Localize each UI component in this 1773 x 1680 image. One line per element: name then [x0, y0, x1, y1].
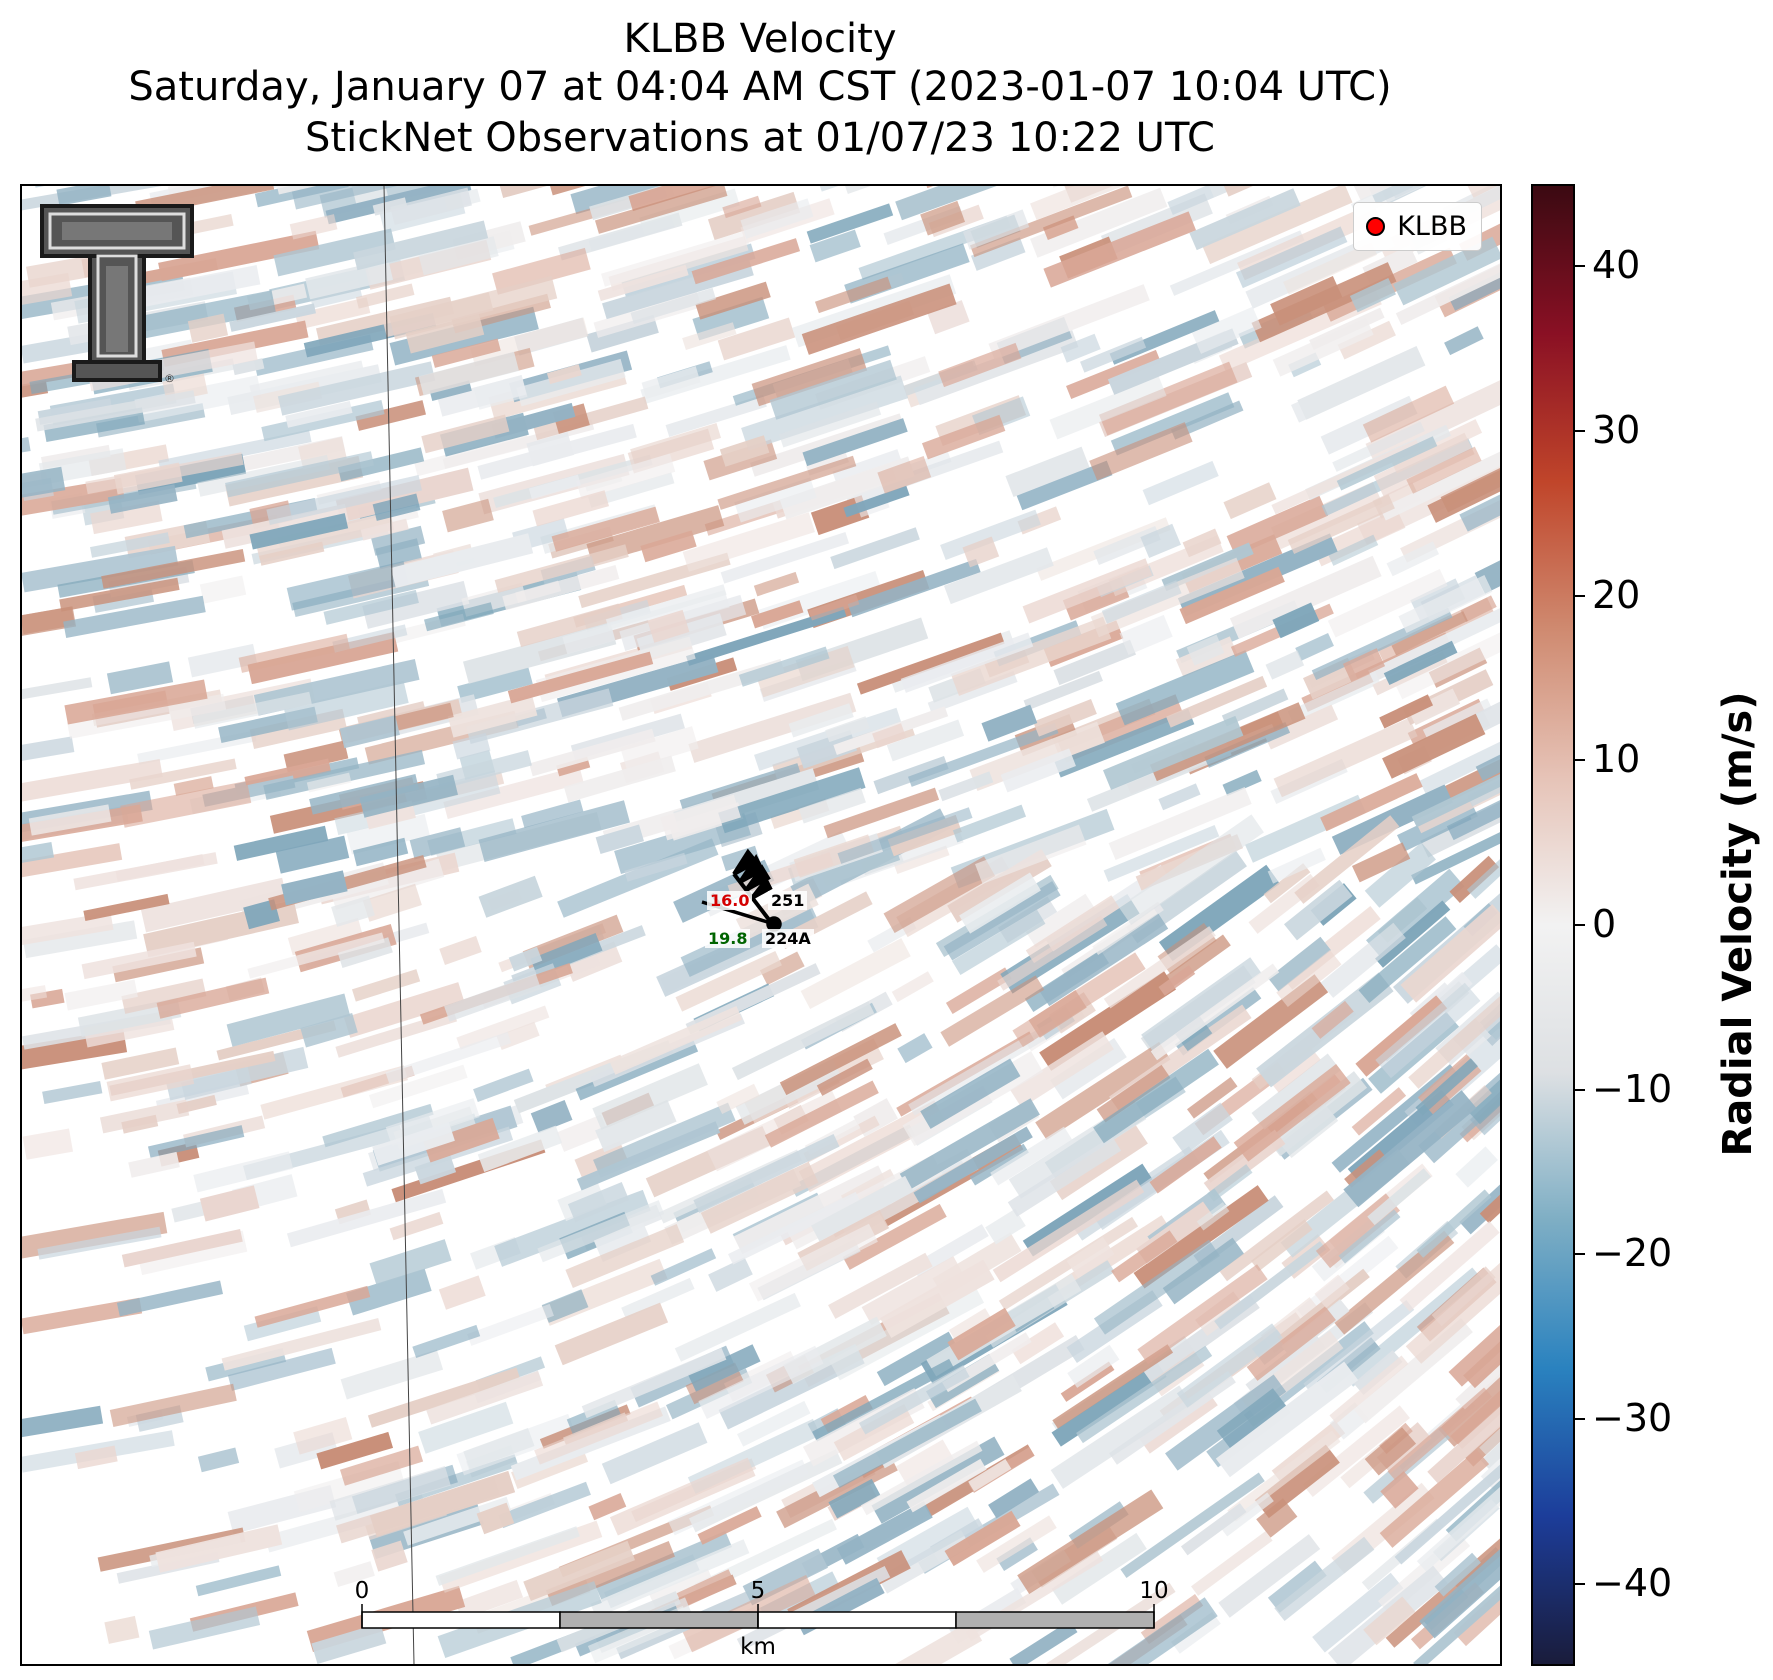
title-line-3: StickNet Observations at 01/07/23 10:22 … — [305, 115, 1215, 161]
colorbar-tick — [1575, 265, 1585, 268]
wind-barb-251 — [732, 848, 773, 923]
station-value-251: 16.0 — [707, 891, 753, 910]
colorbar-tick-label: 10 — [1592, 737, 1641, 782]
colorbar-tick — [1575, 1582, 1585, 1585]
station-id-251: 251 — [768, 891, 808, 910]
county-boundary-line — [383, 186, 415, 1664]
colorbar-tick — [1575, 1253, 1585, 1256]
colorbar-tick-label: −10 — [1592, 1066, 1673, 1111]
colorbar — [1531, 184, 1575, 1666]
klbb-marker-icon — [1366, 217, 1386, 236]
colorbar-tick — [1575, 1418, 1585, 1420]
colorbar-tick-label: −20 — [1592, 1231, 1673, 1276]
title-line-1: KLBB Velocity — [623, 16, 897, 62]
scale-tick-10: 10 — [1139, 1578, 1168, 1604]
map-legend: KLBB — [1353, 202, 1482, 251]
registered-mark: ® — [164, 372, 175, 385]
colorbar-tick — [1575, 594, 1585, 597]
colorbar-tick-label: 30 — [1592, 408, 1641, 452]
colorbar-tick-label: 0 — [1592, 902, 1617, 946]
colorbar-title: Radial Velocity (m/s) — [1715, 691, 1761, 1157]
scale-unit: km — [740, 1634, 776, 1660]
colorbar-tick-label: −30 — [1592, 1396, 1673, 1440]
title-line-2: Saturday, January 07 at 04:04 AM CST (20… — [128, 64, 1392, 110]
colorbar-tick — [1575, 759, 1585, 762]
radar-map[interactable]: ® 0 5 10 km 16. — [20, 184, 1502, 1666]
station-value-224A: 19.8 — [705, 929, 751, 948]
scale-bar: 0 5 10 km — [355, 1578, 1169, 1660]
colorbar-tick — [1575, 430, 1585, 432]
colorbar-tick-label: 40 — [1592, 243, 1641, 288]
colorbar-tick — [1575, 924, 1585, 926]
radar-bins — [22, 186, 1500, 1664]
station-id-224A: 224A — [762, 929, 814, 948]
colorbar-tick-label: 20 — [1592, 572, 1641, 617]
texas-tech-logo: ® — [40, 204, 194, 385]
scale-tick-5: 5 — [751, 1578, 766, 1604]
legend-label: KLBB — [1397, 211, 1467, 242]
radar-velocity-field: ® 0 5 10 km — [22, 186, 1500, 1664]
scale-tick-0: 0 — [355, 1578, 370, 1604]
colorbar-tick-label: −40 — [1592, 1560, 1673, 1605]
colorbar-tick — [1575, 1088, 1585, 1091]
